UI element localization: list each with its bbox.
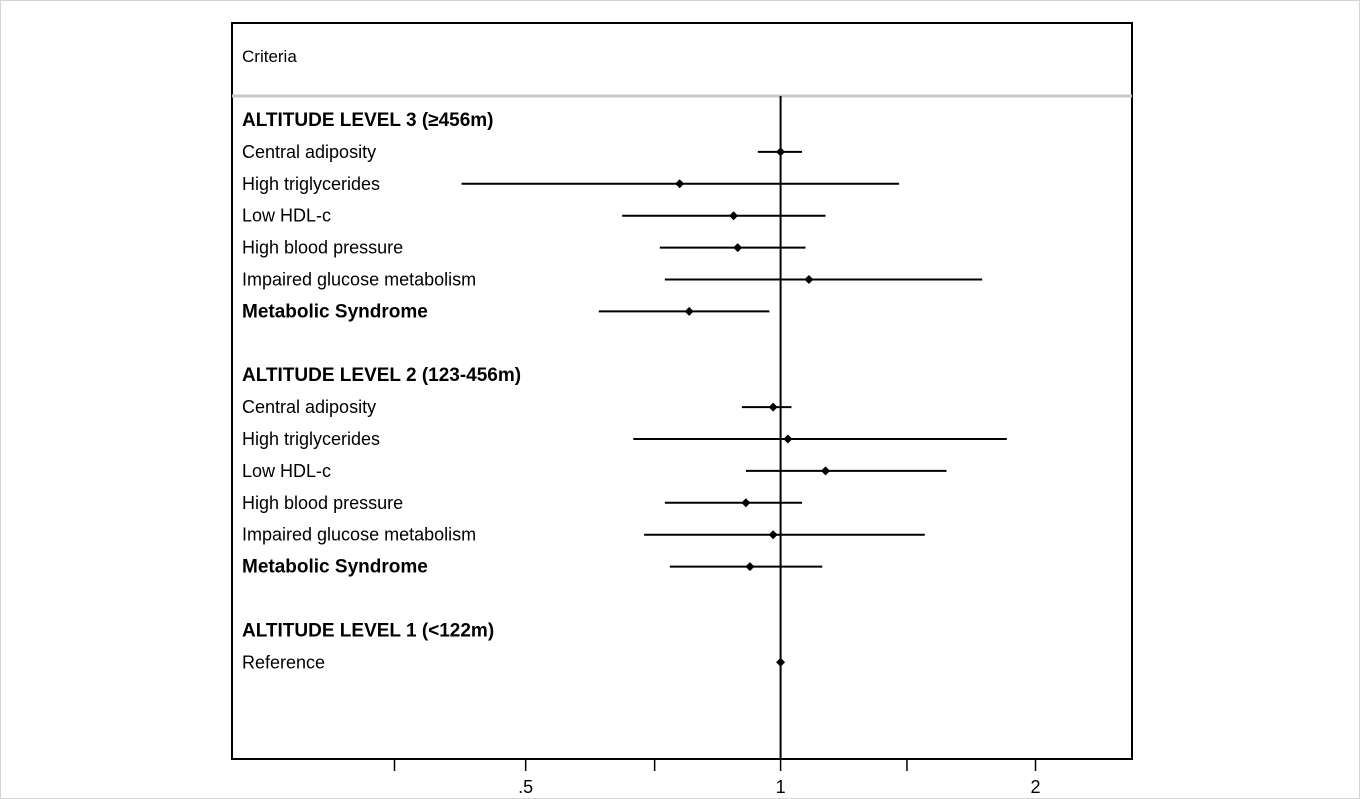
point-estimate xyxy=(783,434,793,444)
group-header-label: ALTITUDE LEVEL 3 (≥456m) xyxy=(242,110,494,131)
row-label: Low HDL-c xyxy=(242,206,331,226)
x-tick-label: 2 xyxy=(1031,777,1041,797)
row-label: High triglycerides xyxy=(242,174,380,194)
point-estimate xyxy=(741,498,751,508)
point-estimate xyxy=(776,147,786,157)
group-header-label: ALTITUDE LEVEL 2 (123-456m) xyxy=(242,365,521,386)
row-label: Central adiposity xyxy=(242,397,376,417)
point-estimate xyxy=(821,466,831,476)
row-label: High blood pressure xyxy=(242,238,403,258)
point-estimate xyxy=(733,243,743,253)
plot-panel xyxy=(231,22,1133,760)
row-label: High triglycerides xyxy=(242,429,380,449)
x-tick-label: 1 xyxy=(776,777,786,797)
point-estimate xyxy=(675,179,685,189)
row-label: Central adiposity xyxy=(242,142,376,162)
point-estimate xyxy=(745,562,755,572)
row-group: ALTITUDE LEVEL 3 (≥456m) Central adiposit… xyxy=(242,110,1007,672)
point-estimate xyxy=(768,530,778,540)
x-tick-label: .5 xyxy=(518,777,533,797)
row-label: Reference xyxy=(242,652,325,672)
criteria-header: Criteria xyxy=(242,47,297,66)
row-label: Metabolic Syndrome xyxy=(242,557,428,578)
row-label: Impaired glucose metabolism xyxy=(242,525,476,545)
point-estimate xyxy=(729,211,739,221)
group-header-label: ALTITUDE LEVEL 1 (<122m) xyxy=(242,620,494,641)
point-estimate xyxy=(768,402,778,412)
row-label: Metabolic Syndrome xyxy=(242,301,428,322)
point-estimate xyxy=(684,306,694,316)
row-label: Low HDL-c xyxy=(242,461,331,481)
x-axis: .5 1 2 xyxy=(393,759,1041,797)
row-label: Impaired glucose metabolism xyxy=(242,270,476,290)
point-estimate xyxy=(776,657,786,667)
point-estimate xyxy=(804,275,814,284)
row-label: High blood pressure xyxy=(242,493,403,513)
